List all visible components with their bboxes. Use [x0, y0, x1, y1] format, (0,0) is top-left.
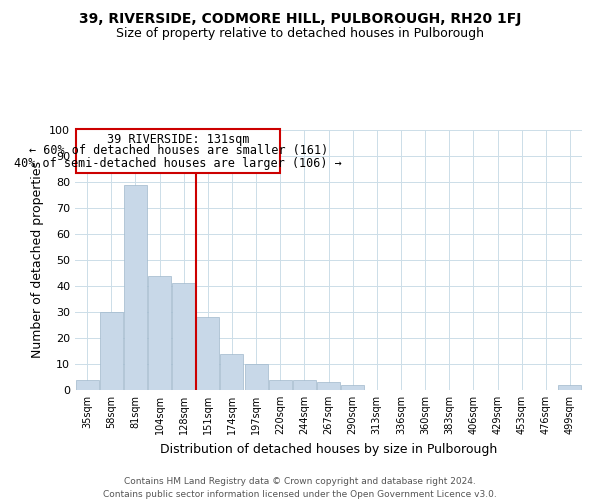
Bar [100, 312, 122, 390]
Bar [76, 380, 98, 390]
Bar [341, 385, 364, 390]
X-axis label: Distribution of detached houses by size in Pulborough: Distribution of detached houses by size … [160, 442, 497, 456]
Bar [559, 385, 581, 390]
Text: ← 60% of detached houses are smaller (161): ← 60% of detached houses are smaller (16… [29, 144, 328, 158]
Bar [172, 284, 195, 390]
Bar [196, 317, 219, 390]
Text: 40% of semi-detached houses are larger (106) →: 40% of semi-detached houses are larger (… [14, 158, 342, 170]
Bar [124, 184, 147, 390]
Text: Contains public sector information licensed under the Open Government Licence v3: Contains public sector information licen… [103, 490, 497, 499]
Bar [148, 276, 171, 390]
Text: 39 RIVERSIDE: 131sqm: 39 RIVERSIDE: 131sqm [107, 132, 250, 145]
Text: Contains HM Land Registry data © Crown copyright and database right 2024.: Contains HM Land Registry data © Crown c… [124, 478, 476, 486]
Text: Size of property relative to detached houses in Pulborough: Size of property relative to detached ho… [116, 28, 484, 40]
Y-axis label: Number of detached properties: Number of detached properties [31, 162, 44, 358]
Bar [293, 380, 316, 390]
Bar [220, 354, 244, 390]
Bar [269, 380, 292, 390]
Bar [317, 382, 340, 390]
FancyBboxPatch shape [76, 128, 280, 173]
Text: 39, RIVERSIDE, CODMORE HILL, PULBOROUGH, RH20 1FJ: 39, RIVERSIDE, CODMORE HILL, PULBOROUGH,… [79, 12, 521, 26]
Bar [245, 364, 268, 390]
